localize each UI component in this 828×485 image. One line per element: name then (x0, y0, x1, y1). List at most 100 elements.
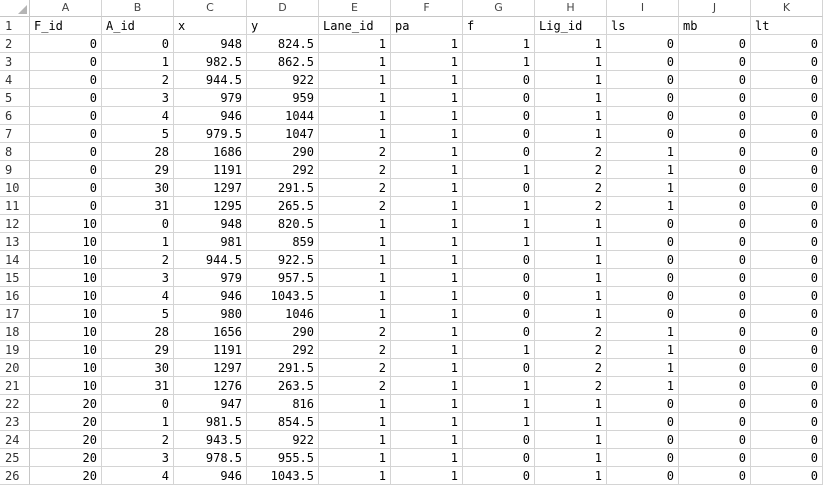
data-cell[interactable]: 854.5 (247, 413, 319, 431)
column-header[interactable]: D (247, 0, 319, 17)
data-cell[interactable]: 0 (30, 143, 102, 161)
data-cell[interactable]: 1 (535, 413, 607, 431)
data-cell[interactable]: 1 (319, 107, 391, 125)
data-cell[interactable]: 1 (391, 305, 463, 323)
data-cell[interactable]: 948 (174, 215, 247, 233)
header-cell[interactable]: F_id (30, 17, 102, 35)
data-cell[interactable]: 1046 (247, 305, 319, 323)
data-cell[interactable]: 20 (30, 413, 102, 431)
data-cell[interactable]: 1 (535, 251, 607, 269)
data-cell[interactable]: 1 (391, 287, 463, 305)
data-cell[interactable]: 981.5 (174, 413, 247, 431)
data-cell[interactable]: 1 (391, 269, 463, 287)
data-cell[interactable]: 1 (391, 143, 463, 161)
data-cell[interactable]: 0 (463, 269, 535, 287)
data-cell[interactable]: 0 (679, 107, 751, 125)
data-cell[interactable]: 0 (607, 305, 679, 323)
data-cell[interactable]: 1 (391, 89, 463, 107)
column-header[interactable]: H (535, 0, 607, 17)
row-header[interactable]: 26 (0, 467, 30, 485)
data-cell[interactable]: 0 (751, 323, 823, 341)
row-header[interactable]: 24 (0, 431, 30, 449)
data-cell[interactable]: 1 (607, 377, 679, 395)
data-cell[interactable]: 980 (174, 305, 247, 323)
data-cell[interactable]: 0 (30, 89, 102, 107)
data-cell[interactable]: 4 (102, 287, 174, 305)
data-cell[interactable]: 816 (247, 395, 319, 413)
data-cell[interactable]: 0 (679, 125, 751, 143)
data-cell[interactable]: 292 (247, 161, 319, 179)
data-cell[interactable]: 1 (391, 53, 463, 71)
data-cell[interactable]: 290 (247, 143, 319, 161)
row-header[interactable]: 10 (0, 179, 30, 197)
data-cell[interactable]: 0 (751, 161, 823, 179)
data-cell[interactable]: 29 (102, 161, 174, 179)
data-cell[interactable]: 0 (751, 395, 823, 413)
data-cell[interactable]: 291.5 (247, 179, 319, 197)
data-cell[interactable]: 0 (751, 53, 823, 71)
data-cell[interactable]: 0 (679, 35, 751, 53)
data-cell[interactable]: 0 (679, 323, 751, 341)
data-cell[interactable]: 1 (319, 89, 391, 107)
data-cell[interactable]: 0 (751, 431, 823, 449)
data-cell[interactable]: 1 (463, 35, 535, 53)
data-cell[interactable]: 1 (319, 467, 391, 485)
data-cell[interactable]: 28 (102, 323, 174, 341)
header-cell[interactable]: mb (679, 17, 751, 35)
data-cell[interactable]: 20 (30, 395, 102, 413)
data-cell[interactable]: 0 (607, 431, 679, 449)
data-cell[interactable]: 0 (679, 467, 751, 485)
data-cell[interactable]: 1 (607, 197, 679, 215)
data-cell[interactable]: 1 (607, 359, 679, 377)
data-cell[interactable]: 0 (679, 161, 751, 179)
data-cell[interactable]: 979 (174, 89, 247, 107)
data-cell[interactable]: 290 (247, 323, 319, 341)
data-cell[interactable]: 3 (102, 449, 174, 467)
data-cell[interactable]: 2 (319, 143, 391, 161)
data-cell[interactable]: 0 (607, 125, 679, 143)
data-cell[interactable]: 1 (535, 305, 607, 323)
data-cell[interactable]: 1 (535, 53, 607, 71)
data-cell[interactable]: 0 (679, 251, 751, 269)
data-cell[interactable]: 0 (751, 107, 823, 125)
data-cell[interactable]: 0 (751, 341, 823, 359)
data-cell[interactable]: 1191 (174, 341, 247, 359)
data-cell[interactable]: 1 (535, 431, 607, 449)
data-cell[interactable]: 292 (247, 341, 319, 359)
data-cell[interactable]: 1191 (174, 161, 247, 179)
data-cell[interactable]: 982.5 (174, 53, 247, 71)
data-cell[interactable]: 1 (319, 53, 391, 71)
data-cell[interactable]: 1 (607, 341, 679, 359)
data-cell[interactable]: 1 (102, 413, 174, 431)
header-cell[interactable]: ls (607, 17, 679, 35)
data-cell[interactable]: 0 (679, 233, 751, 251)
data-cell[interactable]: 859 (247, 233, 319, 251)
data-cell[interactable]: 0 (607, 449, 679, 467)
data-cell[interactable]: 1 (535, 125, 607, 143)
data-cell[interactable]: 1 (535, 215, 607, 233)
data-cell[interactable]: 1 (535, 269, 607, 287)
column-header[interactable]: E (319, 0, 391, 17)
data-cell[interactable]: 1 (391, 125, 463, 143)
data-cell[interactable]: 0 (30, 179, 102, 197)
data-cell[interactable]: 0 (463, 89, 535, 107)
data-cell[interactable]: 2 (535, 161, 607, 179)
data-cell[interactable]: 1 (391, 179, 463, 197)
data-cell[interactable]: 1 (391, 215, 463, 233)
data-cell[interactable]: 0 (679, 197, 751, 215)
data-cell[interactable]: 10 (30, 305, 102, 323)
row-header[interactable]: 20 (0, 359, 30, 377)
data-cell[interactable]: 20 (30, 467, 102, 485)
data-cell[interactable]: 0 (30, 71, 102, 89)
data-cell[interactable]: 10 (30, 377, 102, 395)
data-cell[interactable]: 1 (391, 107, 463, 125)
data-cell[interactable]: 2 (535, 377, 607, 395)
column-header[interactable]: F (391, 0, 463, 17)
data-cell[interactable]: 265.5 (247, 197, 319, 215)
data-cell[interactable]: 5 (102, 305, 174, 323)
data-cell[interactable]: 0 (679, 413, 751, 431)
data-cell[interactable]: 1 (319, 215, 391, 233)
data-cell[interactable]: 1297 (174, 179, 247, 197)
data-cell[interactable]: 1295 (174, 197, 247, 215)
data-cell[interactable]: 1 (391, 251, 463, 269)
